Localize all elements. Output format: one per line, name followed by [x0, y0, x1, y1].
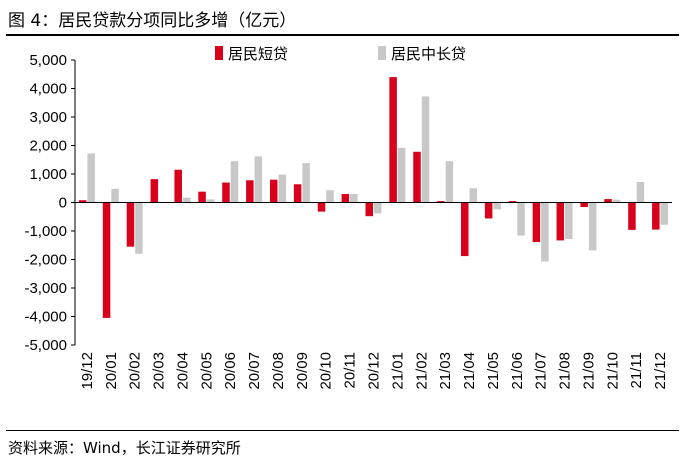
- x-tick-label: 20/11: [342, 352, 359, 388]
- x-tick-label: 20/01: [103, 352, 120, 390]
- x-tick-label: 21/01: [389, 352, 406, 390]
- bar-short-term-20/01: [102, 202, 111, 318]
- x-tick-label: 21/09: [580, 352, 597, 390]
- title-divider: [6, 34, 679, 36]
- bar-long-term-20/06: [230, 161, 239, 203]
- bar-long-term-21/04: [469, 188, 478, 203]
- bar-short-term-21/02: [413, 151, 421, 203]
- x-tick-label: 19/12: [79, 352, 96, 390]
- x-tick-label: 20/07: [246, 352, 263, 390]
- bar-short-term-20/03: [150, 179, 159, 203]
- bar-long-term-19/12: [87, 153, 95, 203]
- x-tick-label: 21/04: [461, 352, 478, 390]
- bar-short-term-20/11: [341, 193, 350, 203]
- legend: 居民短贷 居民中长贷: [215, 46, 466, 63]
- x-tick-label: 21/03: [437, 352, 454, 390]
- bar-long-term-21/02: [421, 96, 430, 203]
- bar-short-term-20/09: [293, 184, 302, 203]
- x-tick-label: 20/06: [222, 352, 239, 390]
- bar-short-term-21/12: [652, 202, 660, 230]
- y-tick-label: -4,000: [24, 309, 67, 326]
- bar-short-term-19/12: [78, 200, 87, 203]
- bar-long-term-21/08: [565, 202, 573, 239]
- bar-long-term-21/05: [493, 202, 501, 210]
- x-tick-label: 20/05: [198, 352, 215, 390]
- figure-title: 图 4：居民贷款分项同比多增（亿元）: [8, 11, 297, 31]
- bar-long-term-20/02: [135, 202, 143, 254]
- y-tick-label: 4,000: [29, 81, 67, 98]
- bar-long-term-20/09: [302, 163, 310, 203]
- bar-long-term-21/03: [445, 161, 454, 203]
- bar-short-term-20/05: [198, 191, 206, 203]
- x-tick-label: 21/11: [628, 352, 645, 388]
- legend-label-short: 居民短贷: [228, 46, 288, 63]
- legend-swatch-long: [378, 46, 386, 60]
- x-tick-label: 21/06: [509, 352, 526, 390]
- legend-label-long: 居民中长贷: [391, 46, 466, 63]
- bar-short-term-20/08: [269, 179, 278, 203]
- y-axis: 5,000 4,000 3,000 2,000 1,000 0 -1,000 -2,000 -3…: [24, 52, 76, 354]
- bar-short-term-21/07: [532, 202, 541, 243]
- bar-short-term-20/07: [246, 180, 254, 203]
- bar-short-term-20/04: [174, 169, 182, 203]
- x-tick-label: 20/02: [127, 352, 144, 390]
- bar-short-term-20/02: [126, 202, 135, 247]
- y-tick-label: 3,000: [29, 109, 67, 126]
- x-tick-label: 21/07: [533, 352, 550, 390]
- bar-long-term-21/12: [660, 202, 669, 225]
- bar-long-term-21/09: [588, 202, 597, 251]
- x-axis: 19/12 20/01 20/02 20/03 20/04 20/05 20/06 20/07…: [75, 202, 672, 390]
- source-divider: [6, 430, 679, 431]
- bar-short-term-21/10: [604, 199, 612, 203]
- bar-short-term-21/04: [461, 202, 469, 257]
- bar-short-term-21/11: [628, 202, 636, 230]
- bar-long-term-21/01: [397, 147, 406, 203]
- x-tick-label: 21/10: [604, 352, 621, 390]
- bar-long-term-20/05: [206, 199, 215, 203]
- bar-short-term-21/09: [580, 202, 588, 208]
- x-tick-label: 20/12: [366, 352, 383, 390]
- bar-long-term-21/11: [636, 181, 645, 203]
- bar-long-term-20/04: [182, 197, 191, 203]
- y-tick-label: -2,000: [24, 252, 67, 269]
- bar-long-term-20/12: [374, 202, 382, 214]
- y-tick-label: -3,000: [24, 280, 67, 297]
- y-tick-label: 5,000: [29, 52, 67, 69]
- bar-long-term-20/01: [111, 188, 119, 203]
- bar-short-term-21/06: [508, 201, 517, 203]
- bar-long-term-21/07: [541, 202, 549, 262]
- y-tick-label: -1,000: [24, 223, 67, 240]
- x-tick-label: 20/03: [151, 352, 168, 390]
- bar-short-term-21/08: [556, 202, 565, 241]
- x-tick-label: 20/09: [294, 352, 311, 390]
- x-tick-label: 21/12: [652, 352, 669, 390]
- bar-short-term-21/05: [484, 202, 493, 219]
- y-tick-label: 1,000: [29, 166, 67, 183]
- bar-short-term-21/01: [389, 77, 397, 203]
- y-tick-label: -5,000: [24, 337, 67, 354]
- bar-short-term-21/03: [437, 201, 445, 203]
- bars: [78, 77, 669, 318]
- bar-short-term-20/10: [317, 202, 326, 212]
- bar-long-term-20/07: [254, 156, 263, 203]
- y-tick-label: 0: [59, 195, 67, 212]
- bar-short-term-20/06: [222, 182, 230, 203]
- bar-short-term-20/12: [365, 202, 373, 217]
- source-note: 资料来源：Wind，长江证券研究所: [8, 439, 241, 457]
- bar-long-term-20/10: [326, 190, 334, 203]
- x-tick-label: 20/10: [318, 352, 335, 390]
- x-tick-label: 20/08: [270, 352, 287, 390]
- x-tick-label: 20/04: [174, 352, 191, 390]
- bar-long-term-21/10: [612, 199, 621, 203]
- bar-long-term-20/08: [278, 174, 286, 203]
- x-tick-label: 21/08: [557, 352, 574, 390]
- y-tick-label: 2,000: [29, 138, 67, 155]
- legend-swatch-short: [215, 46, 223, 60]
- bar-long-term-21/06: [517, 202, 525, 236]
- x-tick-label: 21/05: [485, 352, 502, 390]
- x-tick-label: 21/02: [413, 352, 430, 390]
- bar-long-term-20/11: [350, 193, 358, 203]
